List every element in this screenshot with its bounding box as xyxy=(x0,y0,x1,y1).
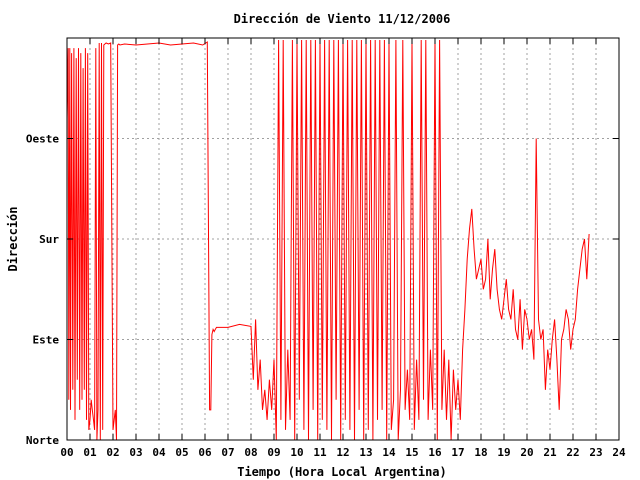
x-tick-label: 10 xyxy=(290,446,303,459)
x-tick-label: 05 xyxy=(175,446,188,459)
y-tick-label: Norte xyxy=(26,434,59,447)
x-tick-label: 13 xyxy=(359,446,372,459)
x-tick-label: 21 xyxy=(543,446,557,459)
x-tick-label: 20 xyxy=(520,446,533,459)
x-tick-label: 08 xyxy=(244,446,257,459)
y-axis-tick-labels: Norte Este Sur Oeste xyxy=(26,133,59,448)
y-tick-label: Oeste xyxy=(26,133,59,146)
x-tick-label: 18 xyxy=(474,446,487,459)
x-tick-label: 03 xyxy=(129,446,142,459)
x-tick-label: 02 xyxy=(106,446,119,459)
wind-direction-series-line xyxy=(66,39,590,441)
plot-series-area xyxy=(66,39,590,441)
x-tick-label: 11 xyxy=(313,446,327,459)
x-tick-label: 22 xyxy=(566,446,579,459)
x-axis-tick-labels: 00 01 02 03 04 05 06 07 08 09 10 11 12 13 14 15 16 17 18 19… xyxy=(60,446,626,459)
y-axis-label: Dirección xyxy=(6,206,20,271)
x-tick-label: 16 xyxy=(428,446,442,459)
x-axis-label: Tiempo (Hora Local Argentina) xyxy=(237,465,447,479)
y-tick-label: Sur xyxy=(39,233,59,246)
x-tick-label: 12 xyxy=(336,446,349,459)
x-tick-label: 15 xyxy=(405,446,418,459)
chart-title: Dirección de Viento 11/12/2006 xyxy=(234,12,451,26)
x-tick-label: 01 xyxy=(83,446,97,459)
x-tick-label: 19 xyxy=(497,446,510,459)
axis-ticks xyxy=(66,38,620,441)
x-tick-label: 14 xyxy=(382,446,396,459)
x-tick-label: 06 xyxy=(198,446,212,459)
x-tick-label: 23 xyxy=(589,446,602,459)
y-tick-label: Este xyxy=(33,334,60,347)
x-tick-label: 09 xyxy=(267,446,280,459)
x-tick-label: 00 xyxy=(60,446,73,459)
x-tick-label: 24 xyxy=(612,446,626,459)
x-tick-label: 17 xyxy=(451,446,464,459)
x-tick-label: 04 xyxy=(152,446,166,459)
x-tick-label: 07 xyxy=(221,446,234,459)
